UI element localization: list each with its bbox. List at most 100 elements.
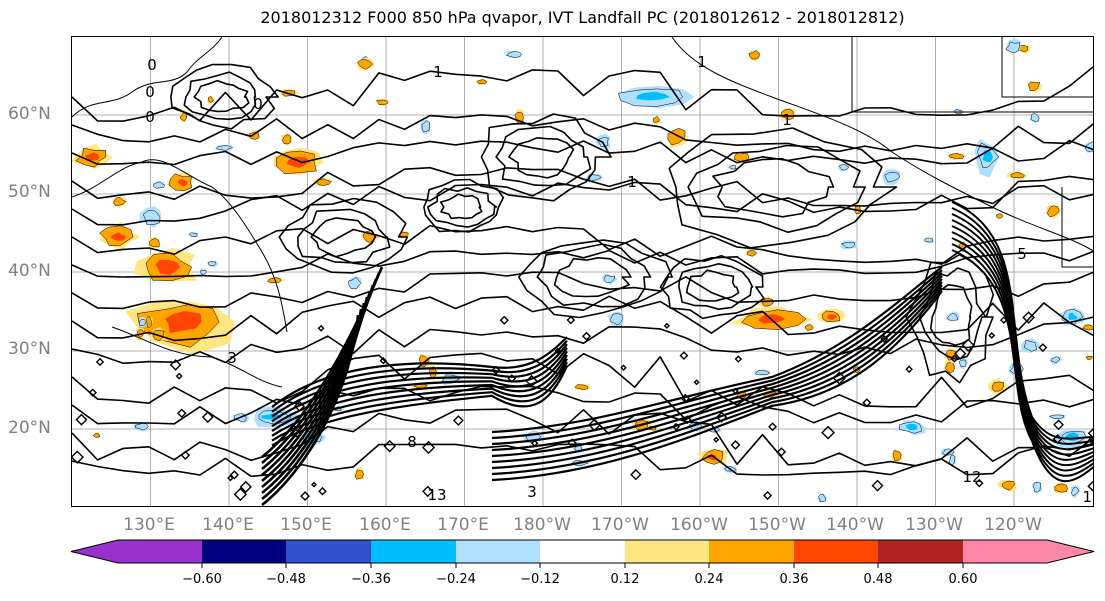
colorbar-tick-label: 0.24	[694, 572, 724, 587]
colorbar-bin	[456, 540, 540, 563]
contour-line	[1038, 343, 1048, 353]
shading-blob	[1033, 482, 1042, 493]
shading-blob	[348, 276, 362, 290]
contour-line	[905, 253, 995, 384]
coastline	[1061, 187, 1093, 268]
contour-line	[832, 371, 847, 385]
shading-blob	[609, 313, 623, 326]
contour-line	[72, 224, 1093, 265]
contour-line	[1022, 311, 1035, 324]
contour-line	[732, 387, 739, 395]
contour-label: 0	[253, 95, 263, 113]
shading-blob	[1050, 356, 1060, 363]
shading-blob	[948, 153, 965, 159]
contour-line	[508, 137, 575, 179]
coastline	[1001, 37, 1093, 98]
contour-line	[734, 355, 743, 363]
colorbar-extension-low	[71, 540, 118, 563]
contour-line	[1087, 480, 1093, 492]
contour-line	[680, 393, 690, 404]
contour-line	[439, 193, 483, 220]
contour-label: 3	[527, 483, 537, 501]
contour-line	[530, 439, 539, 447]
contour-label: 8	[407, 433, 417, 451]
contour-line	[175, 372, 183, 380]
contour-line	[495, 125, 592, 187]
colorbar-bin	[878, 540, 963, 563]
contour-label: 1	[433, 63, 443, 81]
colorbar-outline	[70, 539, 1095, 564]
colorbar-tick-label: −0.12	[520, 572, 560, 587]
contour-line	[170, 63, 279, 130]
contour-line	[553, 257, 632, 298]
contour-line	[72, 139, 1093, 166]
shading-blob	[1005, 41, 1020, 54]
contour-labels: 0000111135812121335	[145, 53, 1094, 506]
shading-blob	[1010, 171, 1025, 179]
coastline	[851, 37, 1093, 113]
contour-label: 1	[782, 111, 792, 129]
contour-line	[480, 113, 612, 202]
shading-blob	[199, 269, 207, 275]
contour-line	[713, 436, 720, 443]
colorbar-bin	[202, 540, 286, 563]
longitude-label: 140°E	[202, 515, 254, 535]
contour-line	[499, 315, 509, 325]
shading-blob	[85, 152, 100, 161]
coastline	[72, 37, 223, 118]
contour-line	[426, 187, 498, 228]
contour-label: 12	[1082, 488, 1094, 506]
shading-blob	[1046, 205, 1060, 218]
longitude-label: 170°W	[591, 515, 649, 535]
contour-line	[763, 490, 773, 501]
contour-line	[72, 175, 1093, 226]
shading-blob	[281, 134, 292, 145]
contour-line	[554, 347, 561, 355]
colorbar-bin	[625, 540, 709, 563]
shading-blob	[207, 96, 214, 103]
contour-line	[423, 178, 505, 233]
colorbar-bin	[286, 540, 371, 563]
colorbar-tick-label: −0.24	[436, 572, 476, 587]
shading-blob	[958, 359, 967, 368]
contour-label: 5	[1017, 245, 1027, 263]
latitude-label: 60°N	[8, 104, 51, 124]
contour-line	[566, 315, 576, 325]
longitude-label: 150°E	[280, 515, 332, 535]
contour-line	[491, 269, 943, 440]
contour-line	[678, 263, 754, 310]
contour-line	[261, 296, 369, 489]
contour-line	[687, 144, 866, 233]
shading-blob	[1070, 486, 1080, 497]
contour-line	[88, 388, 97, 397]
shading-blob	[1048, 414, 1064, 419]
contour-line	[227, 474, 234, 482]
contour-line	[271, 365, 569, 447]
contour-line	[712, 157, 835, 218]
contour-line	[679, 351, 689, 361]
shading-blob	[138, 319, 146, 326]
contour-line	[72, 352, 1093, 409]
contour-line	[271, 354, 568, 432]
contour-line	[961, 338, 975, 352]
shading-blob	[1085, 355, 1093, 360]
shading-blob	[991, 381, 1004, 392]
contour-line	[999, 316, 1008, 325]
latitude-label: 50°N	[8, 182, 51, 202]
contour-line	[672, 422, 681, 431]
shading-blob	[746, 250, 758, 257]
coastline	[72, 159, 288, 333]
contour-line	[776, 447, 787, 457]
contour-label: 1	[627, 173, 637, 191]
shading-blob	[905, 423, 918, 431]
contour-line	[318, 486, 327, 496]
contour-line	[620, 364, 627, 371]
contour-label: 0	[145, 83, 155, 101]
contour-line	[821, 425, 835, 440]
shading-blob	[189, 232, 198, 237]
colorbar: −0.60 −0.48 −0.36 −0.24 −0.12 0.12 0.24 0.36 0.4…	[0, 532, 1105, 601]
latitude-label: 20°N	[8, 418, 51, 438]
contour-line	[95, 357, 105, 367]
contour-line	[72, 321, 1093, 365]
contour-line	[315, 423, 327, 434]
